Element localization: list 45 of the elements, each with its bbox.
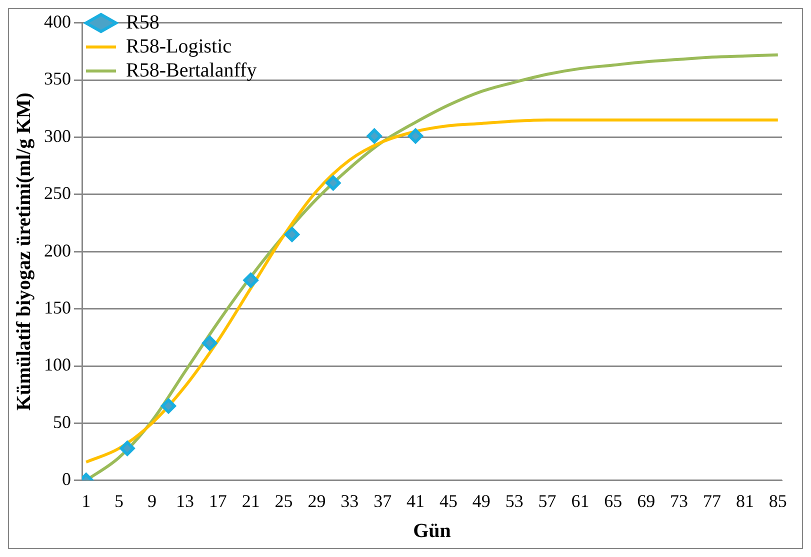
point xyxy=(120,440,135,456)
y-tick-label: 350 xyxy=(44,68,71,89)
line-series xyxy=(84,118,780,464)
point xyxy=(202,336,218,351)
point xyxy=(160,398,176,414)
x-tick-label: 65 xyxy=(604,490,622,511)
x-tick-label: 17 xyxy=(208,490,227,511)
x-tick-label: 77 xyxy=(703,490,721,511)
y-tick-label: 250 xyxy=(44,183,71,204)
x-tick-label: 45 xyxy=(439,490,458,511)
y-tick-label: 50 xyxy=(53,412,71,432)
x-tick-label: 53 xyxy=(505,490,524,511)
x-tick-label: 21 xyxy=(242,490,260,511)
x-tick-label: 33 xyxy=(340,490,359,511)
point xyxy=(408,128,424,144)
x-tick-label: 9 xyxy=(148,490,156,511)
legend-label: R58-Logistic xyxy=(126,35,232,58)
y-tick-label: 200 xyxy=(44,240,71,260)
point xyxy=(284,226,300,242)
x-axis-title: Gün xyxy=(413,520,451,542)
x-tick-label: 85 xyxy=(768,490,787,511)
point xyxy=(366,128,382,144)
x-tick-label: 41 xyxy=(406,490,425,511)
x-tick-label: 73 xyxy=(670,490,688,511)
point xyxy=(326,175,341,190)
x-tick-label: 69 xyxy=(637,490,656,511)
y-tick-label: 0 xyxy=(62,469,71,490)
x-tick-label: 29 xyxy=(308,490,326,511)
x-tick-label: 37 xyxy=(374,490,392,511)
x-tick-label: 25 xyxy=(274,490,293,511)
y-tick-label: 150 xyxy=(44,298,71,318)
x-tick-label: 49 xyxy=(472,490,490,511)
point xyxy=(243,272,258,288)
x-tick-label: 13 xyxy=(176,490,194,511)
x-tick-label: 57 xyxy=(538,490,556,511)
legend-label: R58 xyxy=(126,11,160,34)
y-tick-label: 100 xyxy=(44,354,71,375)
y-tick-label: 300 xyxy=(44,126,71,146)
x-tick-label: 1 xyxy=(82,490,91,511)
y-tick-label: 400 xyxy=(44,12,71,32)
y-axis-title: Kümülatif biyogaz üretimi(ml/g KM) xyxy=(13,92,36,411)
x-tick-label: 61 xyxy=(571,490,590,511)
x-tick-label: 81 xyxy=(736,490,754,511)
legend-label: R58-Bertalanffy xyxy=(126,59,257,82)
x-tick-label: 5 xyxy=(114,490,124,511)
